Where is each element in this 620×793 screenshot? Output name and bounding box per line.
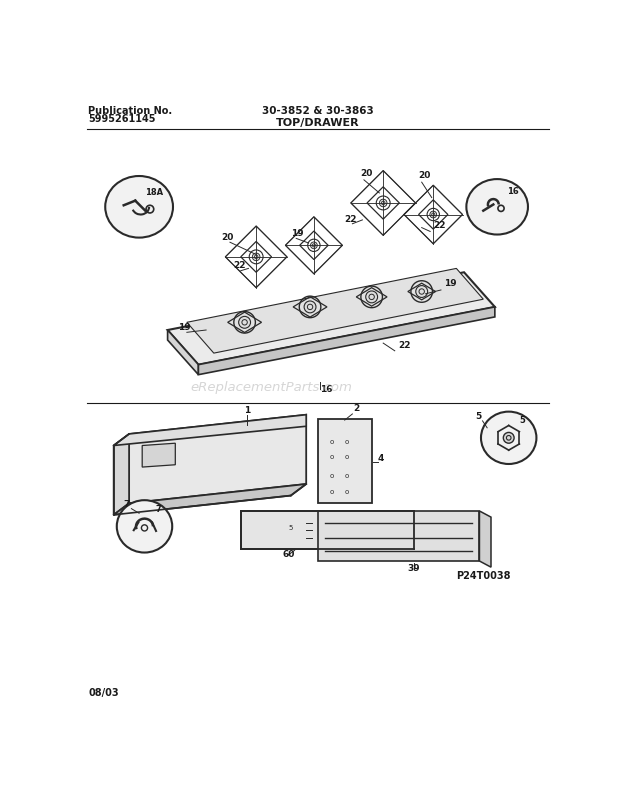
Circle shape	[430, 211, 436, 218]
Text: 16: 16	[320, 385, 332, 393]
Polygon shape	[113, 434, 129, 515]
Ellipse shape	[481, 412, 536, 464]
Text: o: o	[345, 454, 349, 460]
Polygon shape	[187, 268, 484, 353]
Text: o: o	[329, 454, 334, 460]
Text: 5: 5	[475, 412, 481, 420]
Text: 19: 19	[444, 279, 457, 288]
Text: 30-3852 & 30-3863: 30-3852 & 30-3863	[262, 106, 374, 116]
Ellipse shape	[117, 500, 172, 553]
Circle shape	[239, 316, 250, 328]
Circle shape	[304, 301, 316, 313]
Text: 22: 22	[345, 215, 357, 224]
Ellipse shape	[466, 179, 528, 235]
Polygon shape	[142, 443, 175, 467]
Text: Publication No.: Publication No.	[88, 106, 172, 116]
Polygon shape	[317, 419, 371, 504]
Text: 5: 5	[520, 416, 526, 425]
Text: 5: 5	[289, 525, 293, 531]
Text: 60: 60	[282, 550, 294, 559]
Text: 1: 1	[244, 406, 250, 416]
Circle shape	[503, 432, 514, 443]
Text: 2: 2	[353, 404, 360, 413]
Text: 22: 22	[433, 220, 446, 230]
Circle shape	[252, 253, 260, 261]
Text: 5995261145: 5995261145	[88, 113, 156, 124]
Text: 22: 22	[233, 262, 246, 270]
Text: 18A: 18A	[146, 189, 164, 197]
Text: 7: 7	[123, 500, 130, 509]
Polygon shape	[479, 511, 491, 567]
Circle shape	[366, 291, 378, 303]
Polygon shape	[317, 511, 479, 561]
Polygon shape	[167, 272, 495, 365]
Polygon shape	[129, 415, 306, 504]
Polygon shape	[167, 330, 198, 374]
Text: 19: 19	[177, 323, 190, 332]
Circle shape	[311, 242, 317, 249]
Text: o: o	[329, 473, 334, 479]
Text: eReplacementParts.com: eReplacementParts.com	[190, 381, 353, 394]
Text: o: o	[329, 439, 334, 445]
Text: TOP/DRAWER: TOP/DRAWER	[276, 118, 360, 128]
Text: 7: 7	[156, 505, 161, 514]
Polygon shape	[113, 484, 306, 515]
Text: 22: 22	[399, 341, 411, 350]
Text: 19: 19	[291, 229, 303, 238]
Text: 4: 4	[378, 454, 384, 463]
Text: 39: 39	[408, 564, 420, 573]
Text: 20: 20	[360, 169, 373, 178]
Circle shape	[379, 199, 387, 207]
Text: o: o	[345, 488, 349, 495]
Polygon shape	[241, 511, 414, 550]
Text: o: o	[329, 488, 334, 495]
Text: 20: 20	[418, 171, 430, 180]
Text: 08/03: 08/03	[88, 688, 119, 699]
Text: o: o	[345, 439, 349, 445]
Text: 16: 16	[507, 187, 518, 196]
Text: o: o	[345, 473, 349, 479]
Circle shape	[416, 285, 428, 297]
Polygon shape	[113, 415, 306, 446]
Text: P24T0038: P24T0038	[456, 571, 511, 580]
Ellipse shape	[105, 176, 173, 238]
Polygon shape	[198, 307, 495, 374]
Text: 20: 20	[221, 233, 234, 242]
